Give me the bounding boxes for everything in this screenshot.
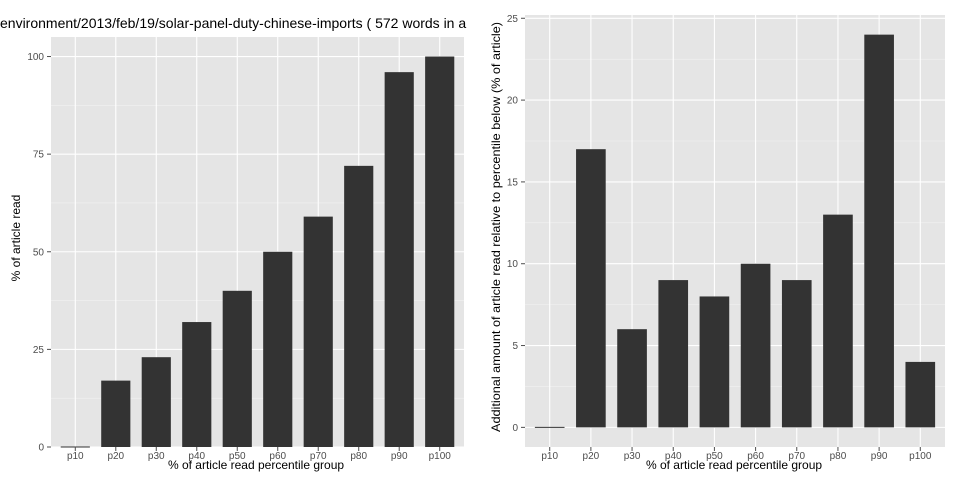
right-chart-x-tick-label: p100 [909,451,932,462]
right-chart-x-tick-label: p10 [541,451,558,462]
left-chart-bar-p30 [141,357,171,447]
right-chart-x-tick-label: p20 [583,451,600,462]
left-chart-ylabel: % of article read [9,195,23,282]
left-chart-y-tick-label: 75 [33,150,45,161]
right-chart-ylabel: Additional amount of article read relati… [489,22,503,432]
left-chart-bar-p60 [263,251,293,447]
right-chart-bar-p60 [740,263,771,428]
right-chart-bar-p100 [905,361,936,428]
left-chart-bar-p90 [384,72,414,448]
left-chart-x-tick-label: p100 [429,451,452,462]
left-chart-x-tick-label: p50 [229,451,246,462]
right-chart-y-tick-label: 20 [507,96,519,107]
right-chart-x-tick-label: p60 [747,451,764,462]
left-chart-panel: 0 25 50 75 100 p10 p20 p30 p40 p50 p60 p70 p80 p90 p10… [0,15,466,472]
left-chart-bar-p40 [182,322,212,447]
right-chart-y-tick-label: 10 [507,259,519,270]
right-chart-bar-p20 [576,149,606,428]
left-chart-x-tick-label: p20 [107,451,124,462]
right-chart-bar-p70 [781,280,812,428]
left-chart-title: environment/2013/feb/19/solar-panel-duty… [0,15,466,31]
right-chart-y-tick-label: 25 [507,14,519,25]
right-chart-x-tick-label: p50 [706,451,723,462]
left-chart-xlabel: % of article read percentile group [168,458,344,472]
left-chart-x-tick-label: p10 [67,451,84,462]
left-chart-x-tick-label: p80 [350,451,367,462]
right-chart-y-tick-label: 5 [512,341,518,352]
right-chart-y-tick-label: 15 [507,177,519,188]
left-chart-y-tick-label: 25 [33,345,45,356]
left-chart-x-tick-label: p30 [148,451,165,462]
left-chart-bar-p100 [425,56,455,448]
right-chart-bar-p30 [617,329,647,428]
right-chart-plot-area: 0 5 10 15 20 25 p10 p20 p30 p40 p50 p60 p70 p80 p90 p10… [507,14,945,462]
left-chart-x-tick-label: p70 [310,451,327,462]
right-chart-bar-p80 [823,214,853,428]
left-chart-y-tick-label: 0 [38,443,44,454]
left-chart-x-tick-label: p40 [188,451,205,462]
right-chart-bar-p90 [864,34,894,428]
right-chart-bar-p50 [699,296,730,428]
left-chart-x-tick-label: p60 [269,451,286,462]
left-chart-x-tick-label: p90 [391,451,408,462]
right-chart-bar-p40 [658,280,689,428]
right-chart-x-tick-label: p40 [665,451,682,462]
right-chart-x-tick-label: p90 [871,451,888,462]
left-chart-bar-p80 [344,165,374,447]
right-chart-y-tick-label: 0 [512,423,518,434]
left-chart-y-tick-label: 50 [33,247,45,258]
right-chart-panel: 0 5 10 15 20 25 p10 p20 p30 p40 p50 p60 p70 p80 p90 p10… [489,14,945,472]
left-chart-bar-p70 [303,216,333,447]
left-chart-plot-area: 0 25 50 75 100 p10 p20 p30 p40 p50 p60 p70 p80 p90 p10… [27,37,464,462]
right-chart-x-tick-label: p30 [624,451,641,462]
left-chart-bar-p20 [101,380,131,447]
right-chart-bar-p10 [534,426,565,428]
right-chart-x-tick-label: p70 [788,451,805,462]
right-chart-x-tick-label: p80 [830,451,847,462]
left-chart-y-tick-label: 100 [27,52,44,63]
left-chart-bar-p50 [222,290,252,447]
right-chart-xlabel: % of article read percentile group [646,458,822,472]
